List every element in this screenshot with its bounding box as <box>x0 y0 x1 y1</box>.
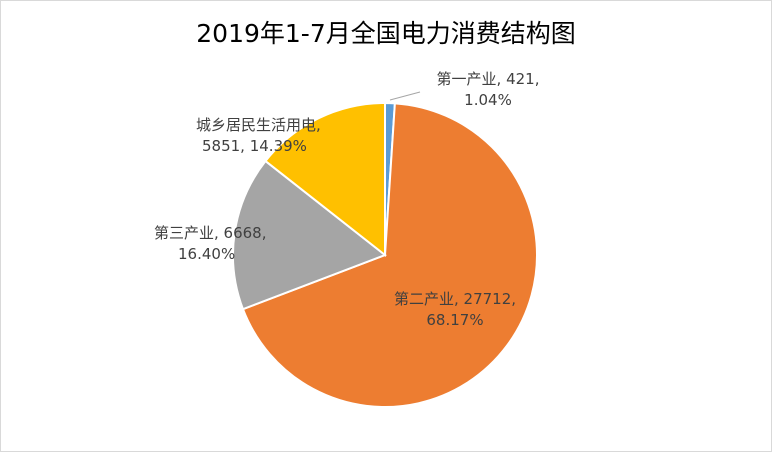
chart-title: 2019年1-7月全国电力消费结构图 <box>196 19 576 48</box>
data-label: 第二产业, 27712, <box>394 290 516 308</box>
data-label: 5851, 14.39% <box>202 137 307 155</box>
data-label: 68.17% <box>426 311 483 329</box>
pie-slice-1 <box>241 102 538 408</box>
pie-slice-3 <box>264 101 386 258</box>
data-label: 城乡居民生活用电, <box>196 116 321 134</box>
data-label: 1.04% <box>464 91 512 109</box>
data-label: 第一产业, 421, <box>437 70 540 88</box>
data-label: 16.40% <box>178 245 235 263</box>
leader-line <box>389 91 421 101</box>
data-label: 第三产业, 6668, <box>154 224 266 242</box>
pie-slice-2 <box>232 159 388 311</box>
